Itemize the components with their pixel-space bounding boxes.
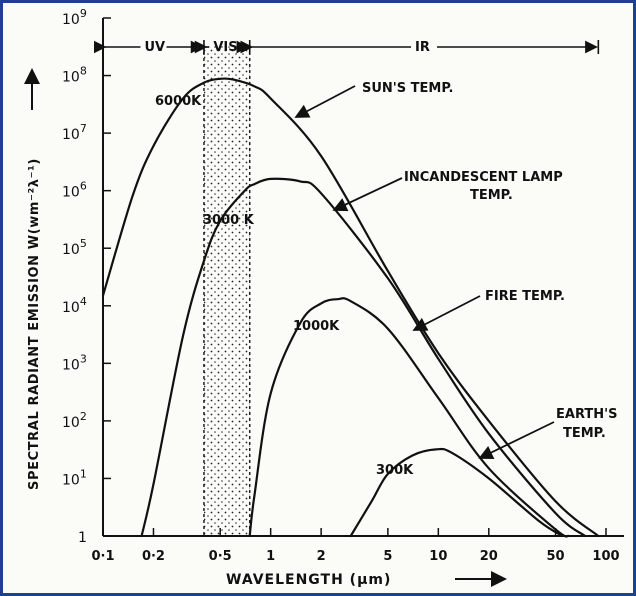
y-tick-label: 1 xyxy=(78,530,87,546)
y-tick-label: 104 xyxy=(62,295,87,316)
curve-1000k xyxy=(248,297,570,538)
band-label-vis: VIS xyxy=(213,40,237,55)
x-tick-label: 50 xyxy=(546,549,564,564)
x-tick-label: 20 xyxy=(480,549,498,564)
y-tick-label: 106 xyxy=(62,180,87,201)
visible-band-shading xyxy=(203,46,250,536)
annotation-fire: FIRE TEMP. xyxy=(485,289,565,304)
curve-6000k xyxy=(101,77,600,538)
x-tick-label: 100 xyxy=(592,549,619,564)
annotation-lamp-line2: TEMP. xyxy=(470,188,513,203)
x-tick-label: 0·1 xyxy=(91,549,114,564)
annotation-earth-line1: EARTH'S xyxy=(556,407,617,422)
y-tick-label: 103 xyxy=(62,352,87,373)
pointer-fire xyxy=(412,295,481,331)
band-indicator-ir: IR xyxy=(240,40,600,55)
temp-label-6000k: 6000K xyxy=(155,94,202,109)
band-indicator-uv: UV xyxy=(93,40,205,55)
y-tick-label: 101 xyxy=(62,467,87,488)
pointer-lamp xyxy=(332,177,403,212)
band-label-uv: UV xyxy=(144,40,165,55)
x-tick-label: 5 xyxy=(383,549,392,564)
y-tick-label: 108 xyxy=(62,65,87,86)
pointer-earth xyxy=(478,421,555,459)
y-axis-label: SPECTRAL RADIANT EMISSION W(wm⁻²λ⁻¹) xyxy=(27,158,42,490)
y-tick-label: 105 xyxy=(62,237,87,258)
y-tick-label: 102 xyxy=(62,410,87,431)
annotation-lamp-line1: INCANDESCENT LAMP xyxy=(404,170,563,185)
curve-3000k xyxy=(140,177,587,538)
annotation-earth-line2: TEMP. xyxy=(563,426,606,441)
x-tick-label: 0·2 xyxy=(142,549,165,564)
x-tick-label: 0·5 xyxy=(209,549,232,564)
x-tick-label: 10 xyxy=(429,549,447,564)
y-tick-label: 109 xyxy=(62,7,87,28)
x-tick-label: 1 xyxy=(266,549,275,564)
x-axis-label: WAVELENGTH (µm) xyxy=(226,572,391,588)
temp-label-1000k: 1000K xyxy=(293,319,340,334)
pointer-sun xyxy=(294,85,356,118)
temp-label-300k: 300K xyxy=(376,463,414,478)
annotation-sun: SUN'S TEMP. xyxy=(362,81,453,96)
y-tick-label: 107 xyxy=(62,122,87,143)
curve-300k xyxy=(349,447,564,538)
band-label-ir: IR xyxy=(415,40,430,55)
temp-label-3000k: 3000 K xyxy=(203,213,255,228)
x-tick-label: 2 xyxy=(317,549,326,564)
